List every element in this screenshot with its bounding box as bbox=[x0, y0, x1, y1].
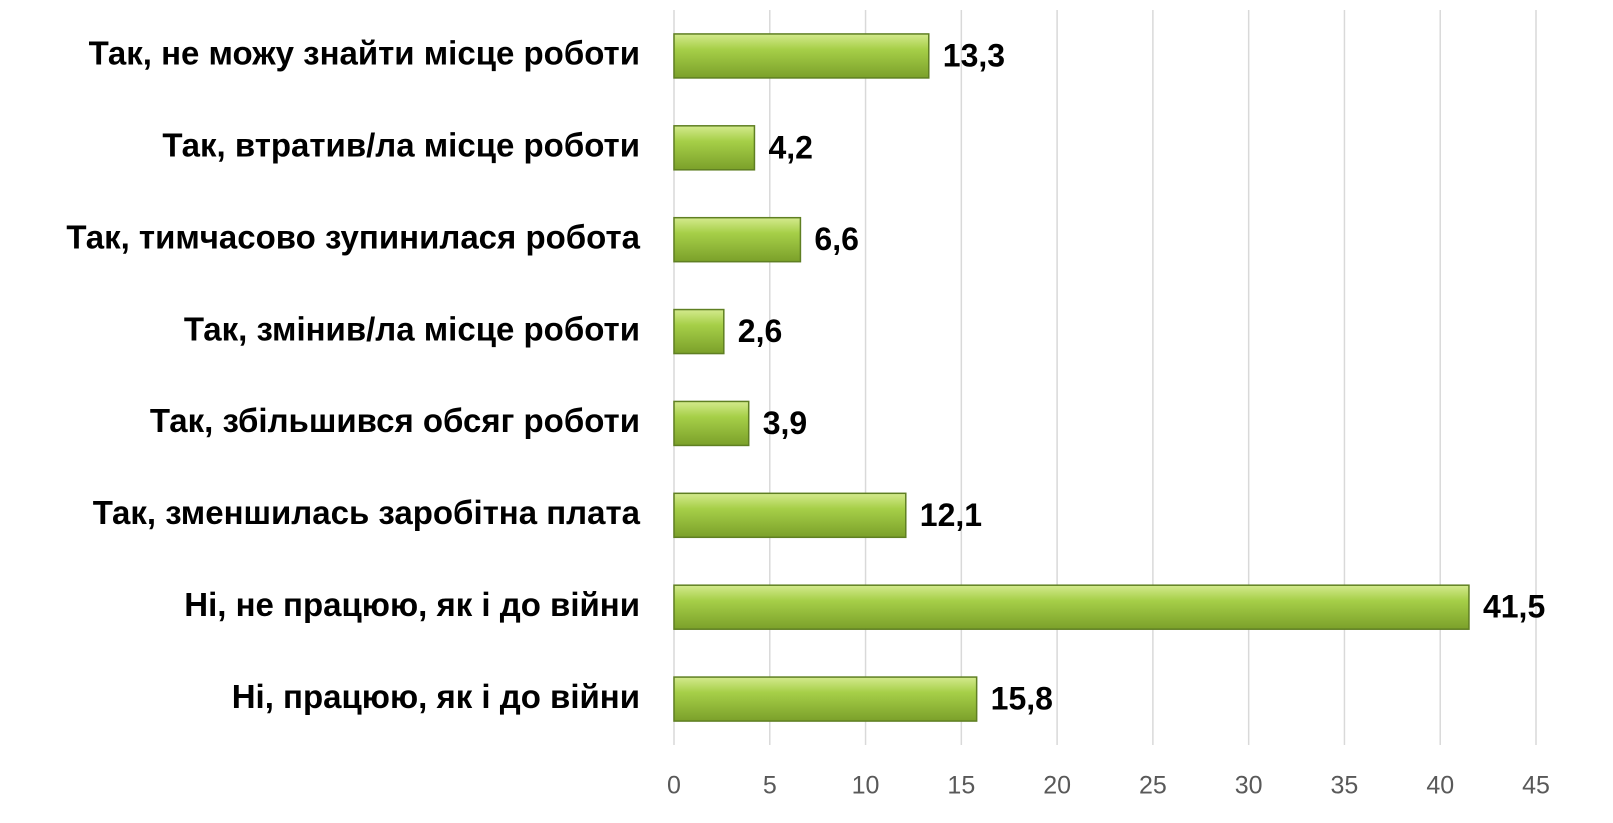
x-tick-label: 15 bbox=[947, 772, 975, 800]
y-tick-label: Так, втратив/ла місце роботи bbox=[162, 127, 640, 164]
bar bbox=[673, 216, 802, 263]
bar bbox=[673, 584, 1470, 630]
y-tick-label: Так, змінив/ла місце роботи bbox=[184, 310, 640, 347]
x-tick-label: 5 bbox=[763, 772, 777, 800]
bar bbox=[673, 492, 907, 539]
value-label: 12,1 bbox=[920, 497, 982, 533]
bar bbox=[673, 676, 978, 722]
value-label: 41,5 bbox=[1483, 589, 1545, 625]
y-tick-label: Так, зменшилась заробітна плата bbox=[93, 494, 641, 531]
x-tick-label: 40 bbox=[1426, 772, 1454, 800]
x-tick-label: 30 bbox=[1235, 772, 1263, 800]
y-tick-label: Ні, не працюю, як і до війни bbox=[184, 586, 640, 623]
x-tick-label: 10 bbox=[852, 772, 880, 800]
bar bbox=[673, 125, 756, 171]
x-tick-label: 0 bbox=[667, 772, 681, 800]
bar bbox=[673, 308, 725, 355]
value-label: 6,6 bbox=[814, 221, 858, 257]
x-tick-label: 25 bbox=[1139, 772, 1167, 800]
x-tick-label: 45 bbox=[1522, 772, 1550, 800]
y-tick-label: Так, збільшився обсяг роботи bbox=[150, 402, 640, 439]
value-label: 15,8 bbox=[991, 681, 1053, 717]
y-tick-label: Так, тимчасово зупинилася робота bbox=[66, 218, 640, 255]
y-tick-label: Так, не можу знайти місце роботи bbox=[89, 35, 640, 72]
value-label: 4,2 bbox=[768, 129, 812, 165]
x-tick-label: 20 bbox=[1043, 772, 1071, 800]
value-label: 2,6 bbox=[738, 313, 782, 349]
value-label: 3,9 bbox=[763, 405, 807, 441]
bar bbox=[673, 33, 930, 79]
x-tick-label: 35 bbox=[1331, 772, 1359, 800]
bar bbox=[673, 400, 750, 447]
value-label: 13,3 bbox=[943, 37, 1005, 73]
y-tick-label: Ні, працюю, як і до війни bbox=[232, 678, 640, 715]
